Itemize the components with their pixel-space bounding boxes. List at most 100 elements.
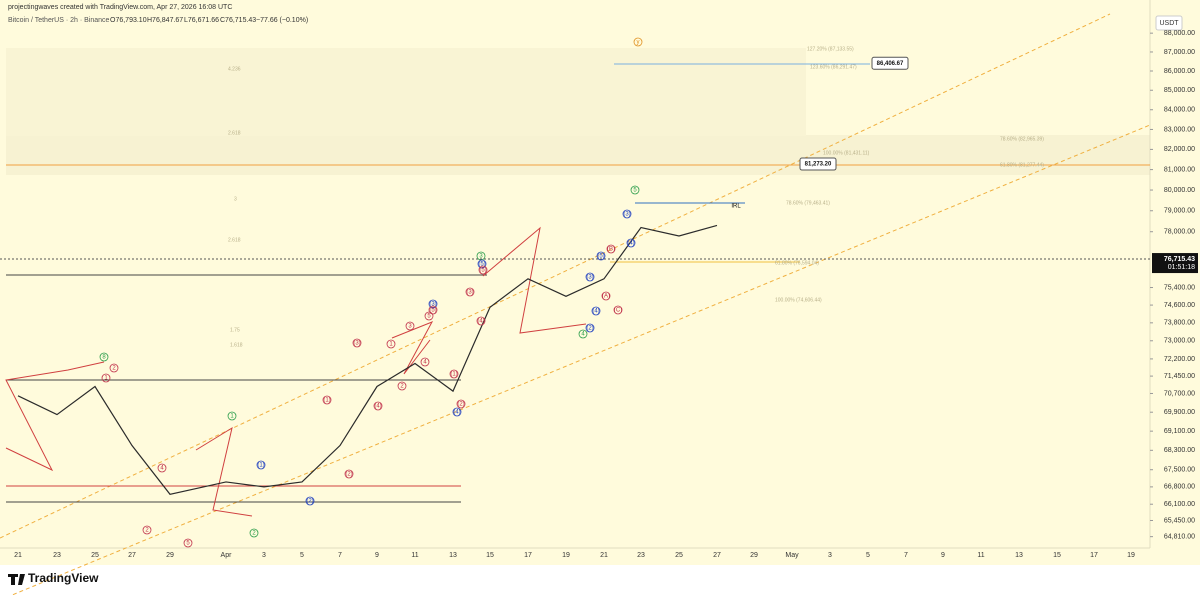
wave-marker	[305, 496, 315, 506]
fib-label: 123.60% (86,291.47)	[810, 64, 857, 70]
wave-label: 8	[102, 355, 106, 361]
x-tick-label: 21	[600, 552, 608, 559]
wave-marker	[633, 37, 643, 47]
last-price-label: 76,715.43	[1164, 256, 1195, 263]
wave-marker	[613, 305, 623, 315]
wave-label: y	[637, 40, 640, 46]
wave-marker	[428, 299, 438, 309]
fib-label: 2.618	[228, 130, 241, 136]
wave-label: (3)	[586, 275, 593, 281]
x-tick-label: 11	[977, 552, 984, 559]
y-tick-label: 65,450.00	[1164, 517, 1195, 524]
x-tick-label: Apr	[221, 552, 233, 559]
wave-marker	[322, 395, 332, 405]
y-tick-label: 67,500.00	[1164, 467, 1195, 474]
wave-marker	[99, 352, 109, 362]
y-tick-label: 78,000.00	[1164, 229, 1195, 236]
wave-marker	[101, 373, 111, 383]
fib-label: 100.00% (74,606.44)	[775, 297, 822, 303]
wave-marker	[585, 323, 595, 333]
fib-label: 2.618	[228, 237, 241, 243]
wave-marker	[386, 339, 396, 349]
wave-label: (3)	[623, 212, 630, 218]
wave-label: 4	[423, 360, 427, 366]
symbol: Bitcoin / TetherUS · 2h · Binance	[8, 17, 110, 24]
price-marker: 86,406.67	[877, 61, 904, 67]
wave-label: 1	[104, 376, 108, 382]
y-tick-label: 83,000.00	[1164, 126, 1195, 133]
wave-label: (4)	[374, 404, 381, 410]
wave-label: (2)	[586, 326, 593, 332]
price-marker-box	[799, 157, 837, 171]
wave-marker	[109, 363, 119, 373]
wave-marker	[183, 538, 193, 548]
wave-marker	[596, 251, 606, 261]
wave-label: (4)	[627, 241, 634, 247]
wave-marker	[249, 528, 259, 538]
channel-line	[0, 13, 1111, 539]
fib-zone	[6, 135, 1150, 175]
trend-line	[195, 426, 253, 517]
x-tick-label: 15	[1053, 552, 1061, 559]
wave-label: (5)	[597, 254, 604, 260]
wave-marker	[585, 272, 595, 282]
wave-label: (4)	[592, 309, 599, 315]
currency-box	[1155, 15, 1183, 31]
wave-marker	[465, 287, 475, 297]
brand: TradingView	[28, 571, 99, 585]
y-tick-label: 80,000.00	[1164, 187, 1195, 194]
x-tick-label: 19	[562, 552, 570, 559]
y-tick-label: 79,000.00	[1164, 208, 1195, 215]
fib-label: 1.618	[230, 342, 243, 348]
wave-label: 2	[400, 384, 404, 390]
wave-marker	[591, 306, 601, 316]
x-tick-label: 3	[262, 552, 266, 559]
wave-marker	[227, 411, 237, 421]
wave-marker	[456, 399, 466, 409]
wave-label: 1	[230, 414, 234, 420]
wave-label: 4	[581, 332, 585, 338]
y-tick-label: 69,100.00	[1164, 428, 1195, 435]
credit: projectingwaves created with TradingView…	[8, 4, 232, 11]
footer-background	[0, 565, 1200, 595]
x-tick-label: 21	[14, 552, 22, 559]
wave-marker	[622, 209, 632, 219]
wave-label: (3)	[466, 290, 473, 296]
fib-label: 4.236	[228, 66, 241, 72]
wave-label: (5)	[429, 308, 436, 314]
wave-label: (2)	[345, 472, 352, 478]
wave-label: (4)	[453, 410, 460, 416]
last-price-box	[1152, 253, 1198, 274]
y-tick-label: 88,000.00	[1164, 30, 1195, 37]
x-tick-label: 17	[524, 552, 532, 559]
wave-label: 2	[252, 531, 256, 537]
y-tick-label: 66,100.00	[1164, 501, 1195, 508]
y-tick-label: 69,900.00	[1164, 409, 1195, 416]
wave-marker	[449, 369, 459, 379]
fib-label: 1.75	[230, 327, 240, 333]
wave-label: (C)	[614, 308, 622, 314]
x-tick-label: 23	[637, 552, 645, 559]
ohlc-change: −77.66 (−0.10%)	[256, 17, 308, 24]
wave-label: 1	[389, 342, 393, 348]
wave-label: (5)	[478, 262, 485, 268]
x-tick-label: 29	[166, 552, 174, 559]
x-tick-label: 17	[1090, 552, 1098, 559]
trend-line	[5, 361, 105, 472]
y-tick-label: 68,300.00	[1164, 447, 1195, 454]
channel-line	[10, 124, 1151, 595]
wave-label: 2	[145, 528, 149, 534]
x-tick-label: May	[785, 552, 799, 559]
wave-marker	[256, 460, 266, 470]
wave-label: (1)	[323, 398, 330, 404]
wave-marker	[397, 381, 407, 391]
y-tick-label: 75,400.00	[1164, 284, 1195, 291]
x-tick-label: 11	[411, 552, 418, 559]
trend-line	[482, 226, 587, 334]
wave-marker	[630, 185, 640, 195]
x-tick-label: 7	[338, 552, 342, 559]
y-tick-label: 81,000.00	[1164, 166, 1195, 173]
x-tick-label: 29	[750, 552, 758, 559]
fib-label: 61.80% (76,594.04)	[775, 260, 819, 266]
